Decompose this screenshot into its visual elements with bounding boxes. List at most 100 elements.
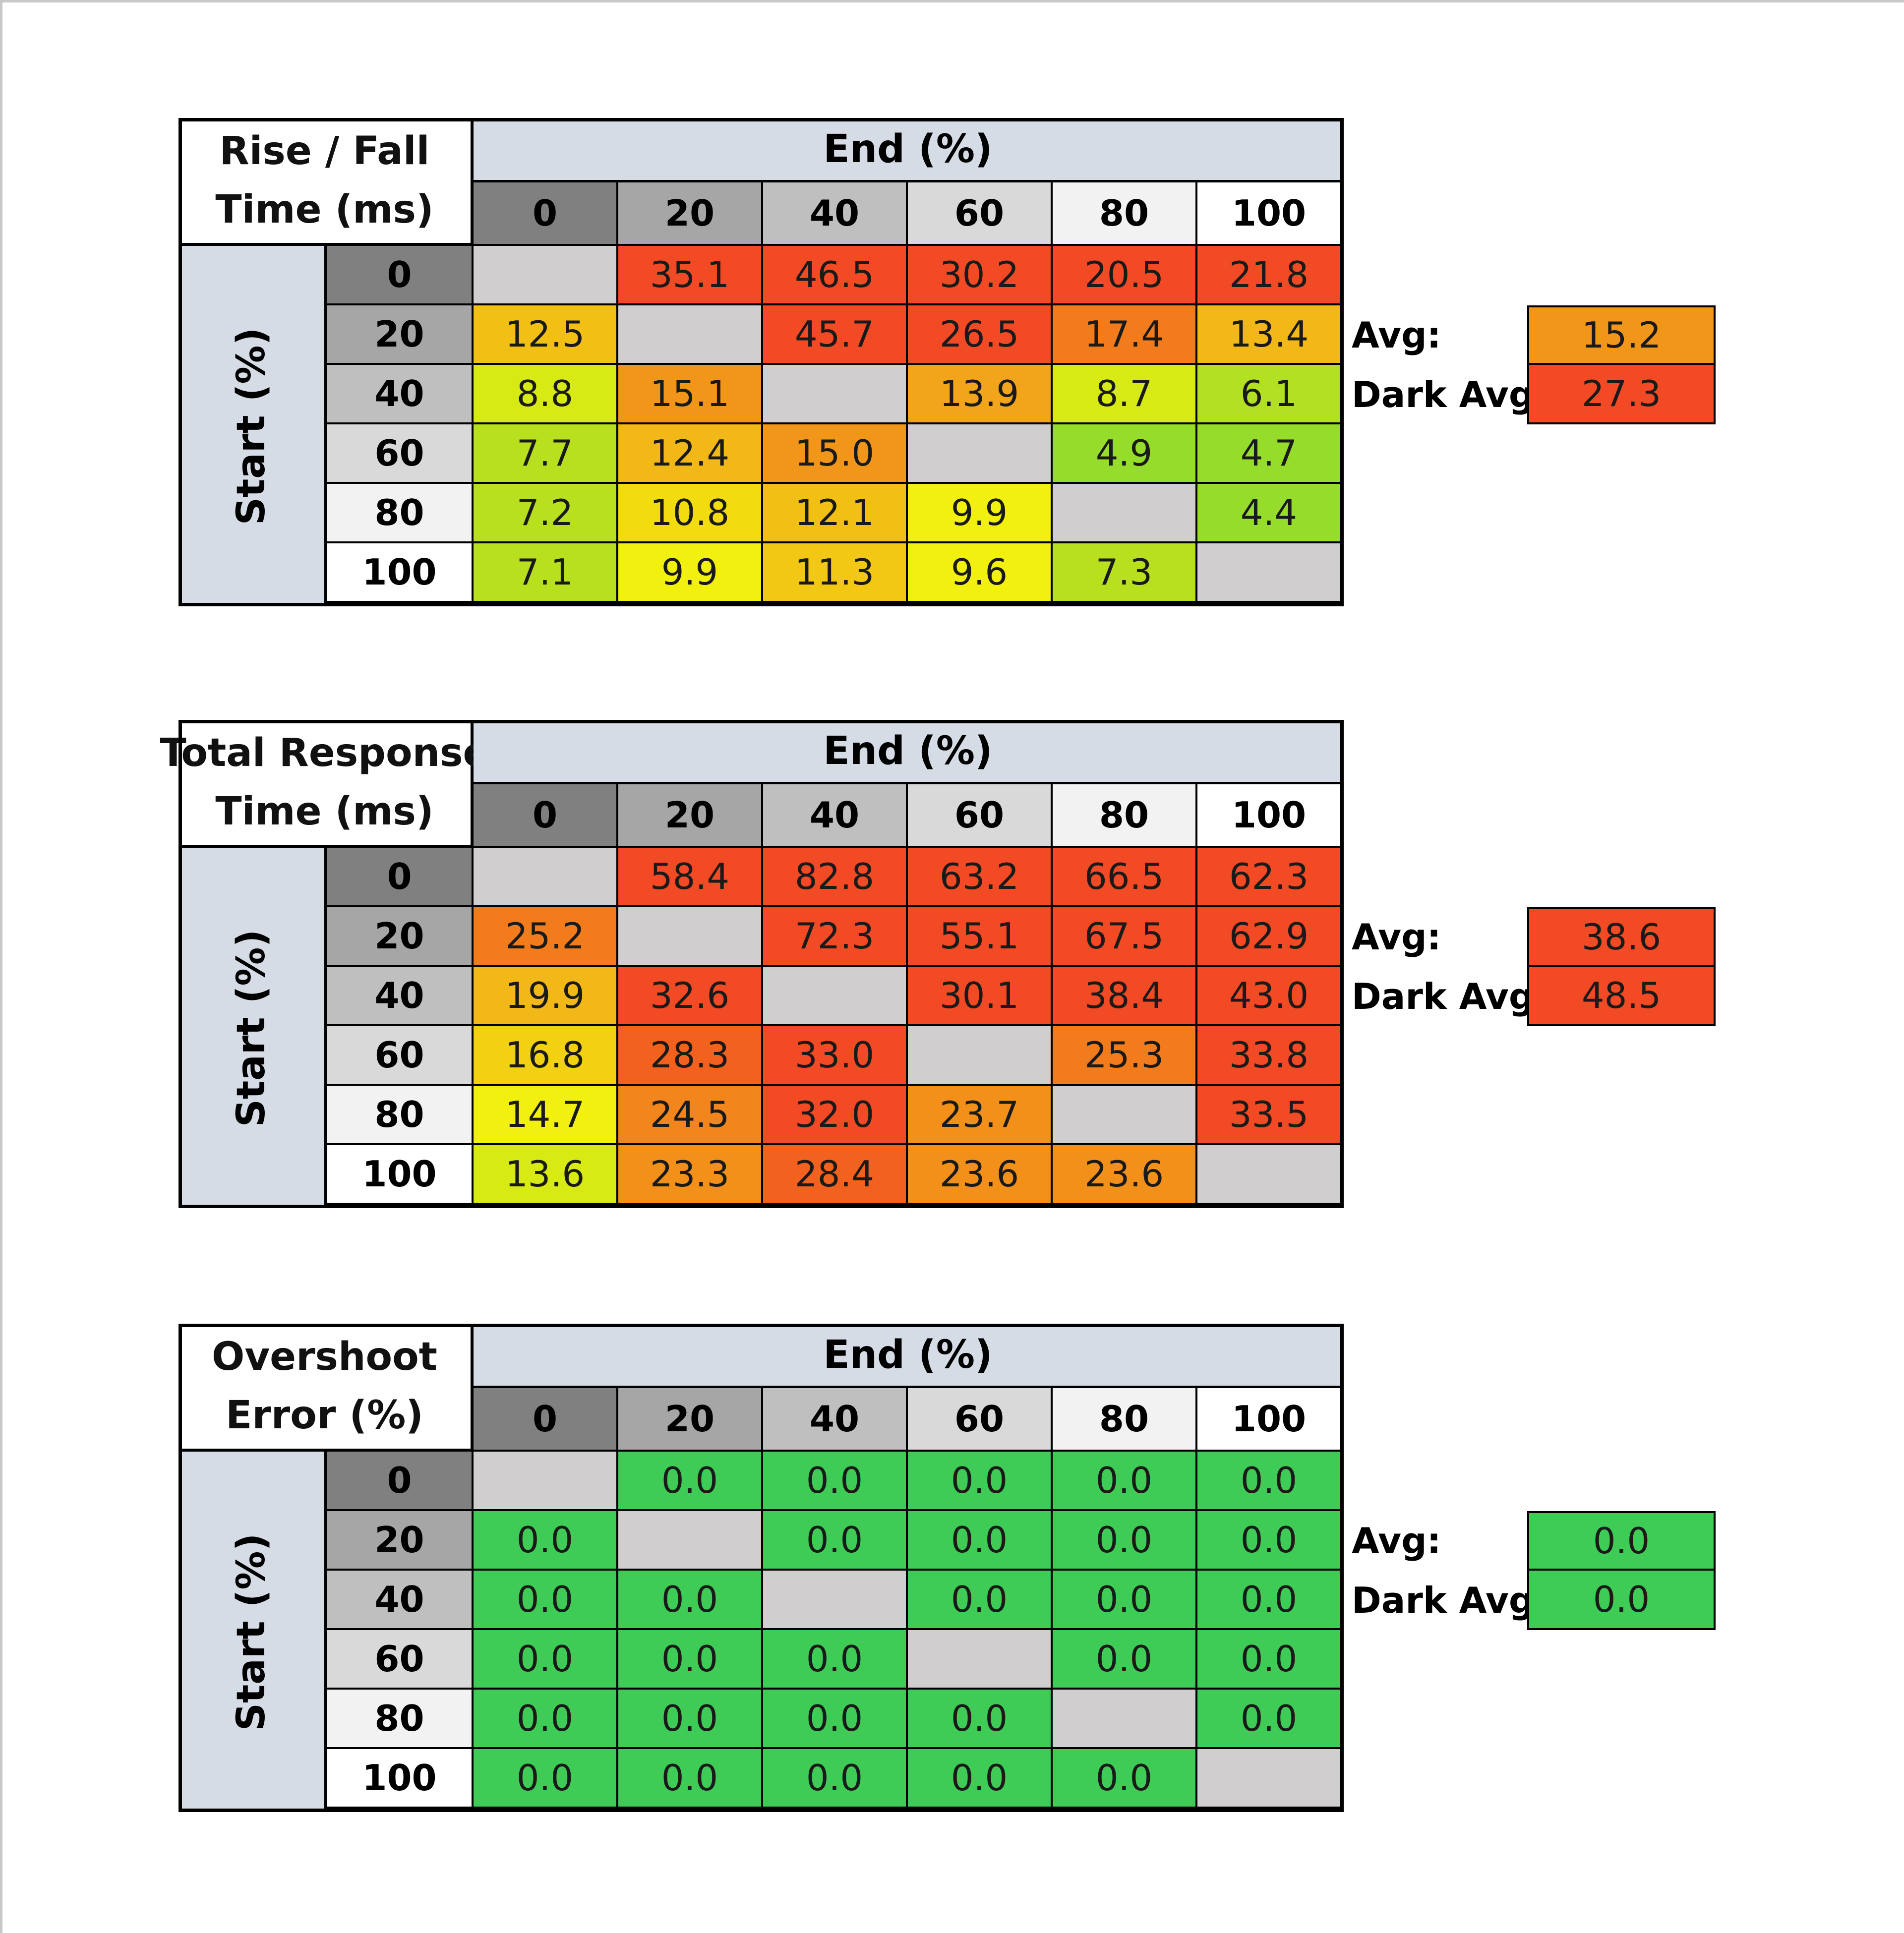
- data-cell: [1053, 1086, 1197, 1145]
- row-header: 0: [327, 1452, 474, 1511]
- data-cell: 33.0: [763, 1026, 908, 1086]
- data-cell: 15.0: [763, 424, 908, 484]
- row-header: 0: [327, 246, 474, 305]
- data-cell: 0.0: [618, 1452, 763, 1511]
- row-header: 20: [327, 305, 474, 365]
- end-axis-label: End (%): [474, 118, 1342, 182]
- data-cell: 45.7: [763, 305, 908, 365]
- row-header: 60: [327, 1630, 474, 1690]
- data-cell: 0.0: [1197, 1571, 1342, 1630]
- data-cell: 0.0: [1197, 1690, 1342, 1749]
- data-cell: 23.3: [618, 1145, 763, 1205]
- total-response-time-panel: Total Response Time (ms) End (%) 0 20 40 60 80 1…: [160, 720, 1716, 1208]
- data-cell: 7.2: [474, 484, 618, 543]
- end-axis-label: End (%): [474, 720, 1342, 784]
- data-cell: 12.5: [474, 305, 618, 365]
- column-header: 40: [763, 182, 908, 246]
- data-cell: 23.6: [908, 1145, 1053, 1205]
- data-cell: 13.9: [908, 365, 1053, 424]
- end-axis-label: End (%): [474, 1324, 1342, 1388]
- data-cell: 21.8: [1197, 246, 1342, 305]
- data-cell: 10.8: [618, 484, 763, 543]
- table-title-line: Error (%): [226, 1393, 423, 1438]
- data-cell: [618, 305, 763, 365]
- start-axis-label: Start (%): [229, 929, 274, 1127]
- row-header: 80: [327, 1086, 474, 1145]
- avg-label: Avg:: [1352, 916, 1441, 958]
- avg-value: 0.0: [1527, 1511, 1716, 1571]
- data-cell: 13.6: [474, 1145, 618, 1205]
- data-cell: [474, 246, 618, 305]
- data-cell: 23.6: [1053, 1145, 1197, 1205]
- heatmap-table: Total Response Time (ms) End (%) 0 20 40 60 80 1…: [160, 720, 1344, 1208]
- start-axis-label: Start (%): [229, 327, 274, 525]
- data-cell: 58.4: [618, 848, 763, 907]
- row-header: 80: [327, 1690, 474, 1749]
- data-cell: [908, 424, 1053, 484]
- data-cell: [618, 1511, 763, 1571]
- data-cell: 12.4: [618, 424, 763, 484]
- data-cell: [474, 1452, 618, 1511]
- row-header: 20: [327, 907, 474, 967]
- data-cell: 82.8: [763, 848, 908, 907]
- data-cell: [763, 967, 908, 1026]
- data-cell: 16.8: [474, 1026, 618, 1086]
- start-axis-label-box: Start (%): [178, 1452, 327, 1812]
- data-cell: 28.4: [763, 1145, 908, 1205]
- table-title-line: Time (ms): [215, 789, 434, 834]
- data-cell: 0.0: [763, 1511, 908, 1571]
- column-header: 0: [474, 1388, 618, 1452]
- data-cell: 4.4: [1197, 484, 1342, 543]
- column-header: 0: [474, 784, 618, 848]
- column-header: 20: [618, 1388, 763, 1452]
- table-title-line: Total Response: [160, 731, 489, 775]
- data-cell: 7.1: [474, 543, 618, 603]
- data-cell: 66.5: [1053, 848, 1197, 907]
- data-cell: 14.7: [474, 1086, 618, 1145]
- data-cell: 13.4: [1197, 305, 1342, 365]
- column-header: 80: [1053, 1388, 1197, 1452]
- data-cell: 0.0: [1053, 1749, 1197, 1809]
- data-cell: 0.0: [618, 1630, 763, 1690]
- data-cell: [618, 907, 763, 967]
- data-cell: 0.0: [474, 1511, 618, 1571]
- data-cell: 72.3: [763, 907, 908, 967]
- data-cell: 0.0: [763, 1690, 908, 1749]
- data-cell: 0.0: [763, 1630, 908, 1690]
- overshoot-error-panel: Overshoot Error (%) End (%) 0 20 40 60 80 100 Sta…: [178, 1324, 1716, 1812]
- data-cell: 9.9: [908, 484, 1053, 543]
- data-cell: 25.3: [1053, 1026, 1197, 1086]
- avg-label: Avg:: [1352, 1520, 1441, 1562]
- data-cell: 62.9: [1197, 907, 1342, 967]
- column-header: 20: [618, 182, 763, 246]
- row-header: 80: [327, 484, 474, 543]
- data-cell: [908, 1630, 1053, 1690]
- data-cell: 9.9: [618, 543, 763, 603]
- avg-value: 15.2: [1527, 305, 1716, 365]
- dark-avg-value: 0.0: [1527, 1571, 1716, 1630]
- data-cell: 0.0: [1053, 1571, 1197, 1630]
- data-cell: 9.6: [908, 543, 1053, 603]
- data-cell: 4.9: [1053, 424, 1197, 484]
- data-cell: 0.0: [474, 1690, 618, 1749]
- data-cell: [1197, 1145, 1342, 1205]
- dark-avg-label: Dark Avg:: [1352, 976, 1549, 1017]
- start-axis-label-box: Start (%): [178, 848, 327, 1208]
- data-cell: 63.2: [908, 848, 1053, 907]
- dark-avg-value: 27.3: [1527, 365, 1716, 424]
- data-cell: 25.2: [474, 907, 618, 967]
- column-header: 80: [1053, 784, 1197, 848]
- rise-fall-time-panel: Rise / Fall Time (ms) End (%) 0 20 40 60 80 100 S…: [178, 118, 1716, 606]
- data-cell: 23.7: [908, 1086, 1053, 1145]
- column-header: 60: [908, 182, 1053, 246]
- row-header: 20: [327, 1511, 474, 1571]
- column-header: 40: [763, 1388, 908, 1452]
- data-cell: 0.0: [1053, 1630, 1197, 1690]
- data-cell: 0.0: [1053, 1511, 1197, 1571]
- column-header: 40: [763, 784, 908, 848]
- data-cell: 38.4: [1053, 967, 1197, 1026]
- data-cell: 7.3: [1053, 543, 1197, 603]
- column-header: 100: [1197, 1388, 1342, 1452]
- data-cell: 0.0: [474, 1749, 618, 1809]
